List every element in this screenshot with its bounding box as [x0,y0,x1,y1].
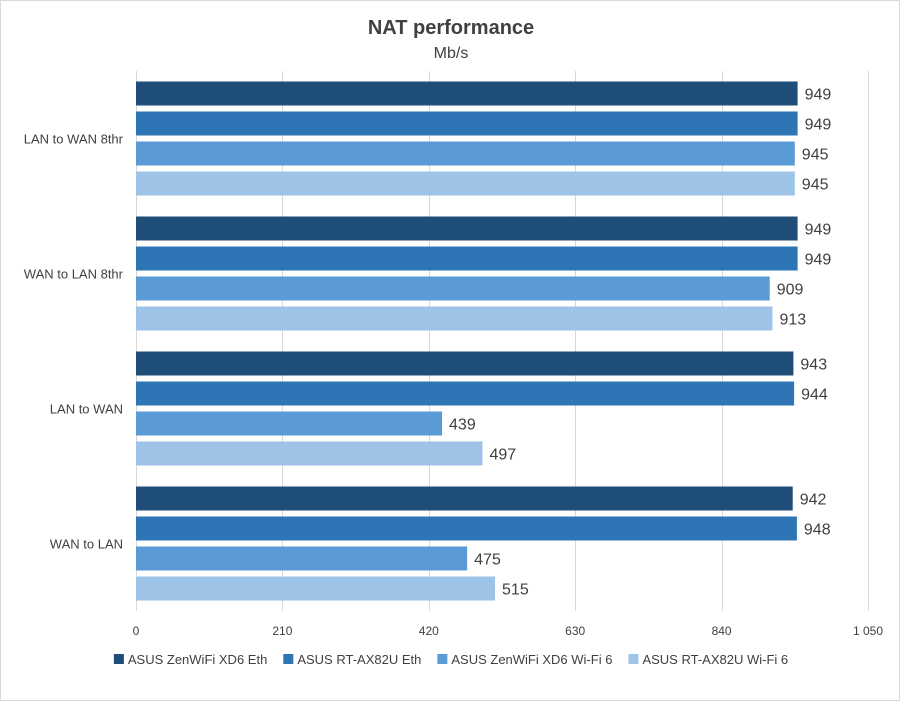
x-axis-tick-labels: 0 210 420 630 840 1 050 [133,624,884,638]
x-tick-label: 1 050 [853,624,883,638]
chart-title: NAT performance [368,17,534,39]
bar-asus-zenwifi-xd6-eth [136,351,794,376]
bar-asus-zenwifi-xd6-eth [136,216,798,241]
bar-asus-rt-ax82u-wi-fi-6 [136,306,773,331]
bar-asus-rt-ax82u-eth [136,516,797,541]
data-label: 949 [805,117,832,134]
data-label: 913 [779,312,806,329]
x-tick-label: 210 [272,624,292,638]
legend-swatch [437,654,448,664]
category-label-wan-to-lan-8thr: WAN to LAN 8thr [24,267,124,282]
data-label: 497 [489,447,516,464]
bar-asus-rt-ax82u-eth [136,381,795,406]
legend-item-asus-zenwifi-xd6-eth: ASUS ZenWiFi XD6 Eth [113,652,267,667]
data-label: 949 [805,252,832,269]
category-label-wan-to-lan: WAN to LAN [50,537,123,552]
bar-asus-rt-ax82u-wi-fi-6 [136,576,496,601]
data-label: 948 [804,522,831,539]
legend: ASUS ZenWiFi XD6 Eth ASUS RT-AX82U Eth ASU… [113,652,788,667]
bar-asus-zenwifi-xd6-wi-fi-6 [136,546,468,571]
data-label: 909 [777,282,804,299]
legend-swatch [113,654,124,664]
x-tick-label: 0 [133,624,140,638]
data-label: 439 [449,417,476,434]
x-tick-label: 840 [712,624,732,638]
legend-item-asus-rt-ax82u-eth: ASUS RT-AX82U Eth [283,652,421,667]
data-label: 949 [805,87,832,104]
bar-asus-rt-ax82u-wi-fi-6 [136,171,795,196]
bars [136,81,798,601]
data-label: 942 [800,492,827,509]
legend-swatch [628,654,639,664]
legend-item-asus-rt-ax82u-wi-fi-6: ASUS RT-AX82U Wi-Fi 6 [628,652,788,667]
data-label: 945 [802,177,829,194]
data-label: 944 [801,387,828,404]
bar-asus-zenwifi-xd6-wi-fi-6 [136,276,770,301]
data-label: 943 [800,357,827,374]
legend-swatch [283,654,294,664]
legend-label: ASUS ZenWiFi XD6 Eth [128,652,267,667]
category-labels: LAN to WAN 8thr WAN to LAN 8thr LAN to WAN… [24,132,124,552]
data-labels: 9499499459459499499099139439444394979429… [449,87,831,599]
bar-asus-zenwifi-xd6-eth [136,81,798,106]
legend-label: ASUS RT-AX82U Wi-Fi 6 [642,652,788,667]
bar-asus-rt-ax82u-wi-fi-6 [136,441,483,466]
data-label: 515 [502,582,529,599]
bar-asus-zenwifi-xd6-wi-fi-6 [136,411,443,436]
data-label: 945 [802,147,829,164]
legend-label: ASUS RT-AX82U Eth [297,652,421,667]
x-tick-label: 630 [565,624,585,638]
category-label-lan-to-wan: LAN to WAN [50,402,123,417]
legend-label: ASUS ZenWiFi XD6 Wi-Fi 6 [451,652,612,667]
bar-asus-zenwifi-xd6-eth [136,486,793,511]
data-label: 475 [474,552,501,569]
category-label-lan-to-wan-8thr: LAN to WAN 8thr [24,132,124,147]
x-tick-label: 420 [419,624,439,638]
chart-subtitle: Mb/s [434,45,469,62]
bar-asus-rt-ax82u-eth [136,246,798,271]
bar-asus-rt-ax82u-eth [136,111,798,136]
legend-item-asus-zenwifi-xd6-wi-fi-6: ASUS ZenWiFi XD6 Wi-Fi 6 [437,652,612,667]
data-label: 949 [805,222,832,239]
bar-asus-zenwifi-xd6-wi-fi-6 [136,141,795,166]
